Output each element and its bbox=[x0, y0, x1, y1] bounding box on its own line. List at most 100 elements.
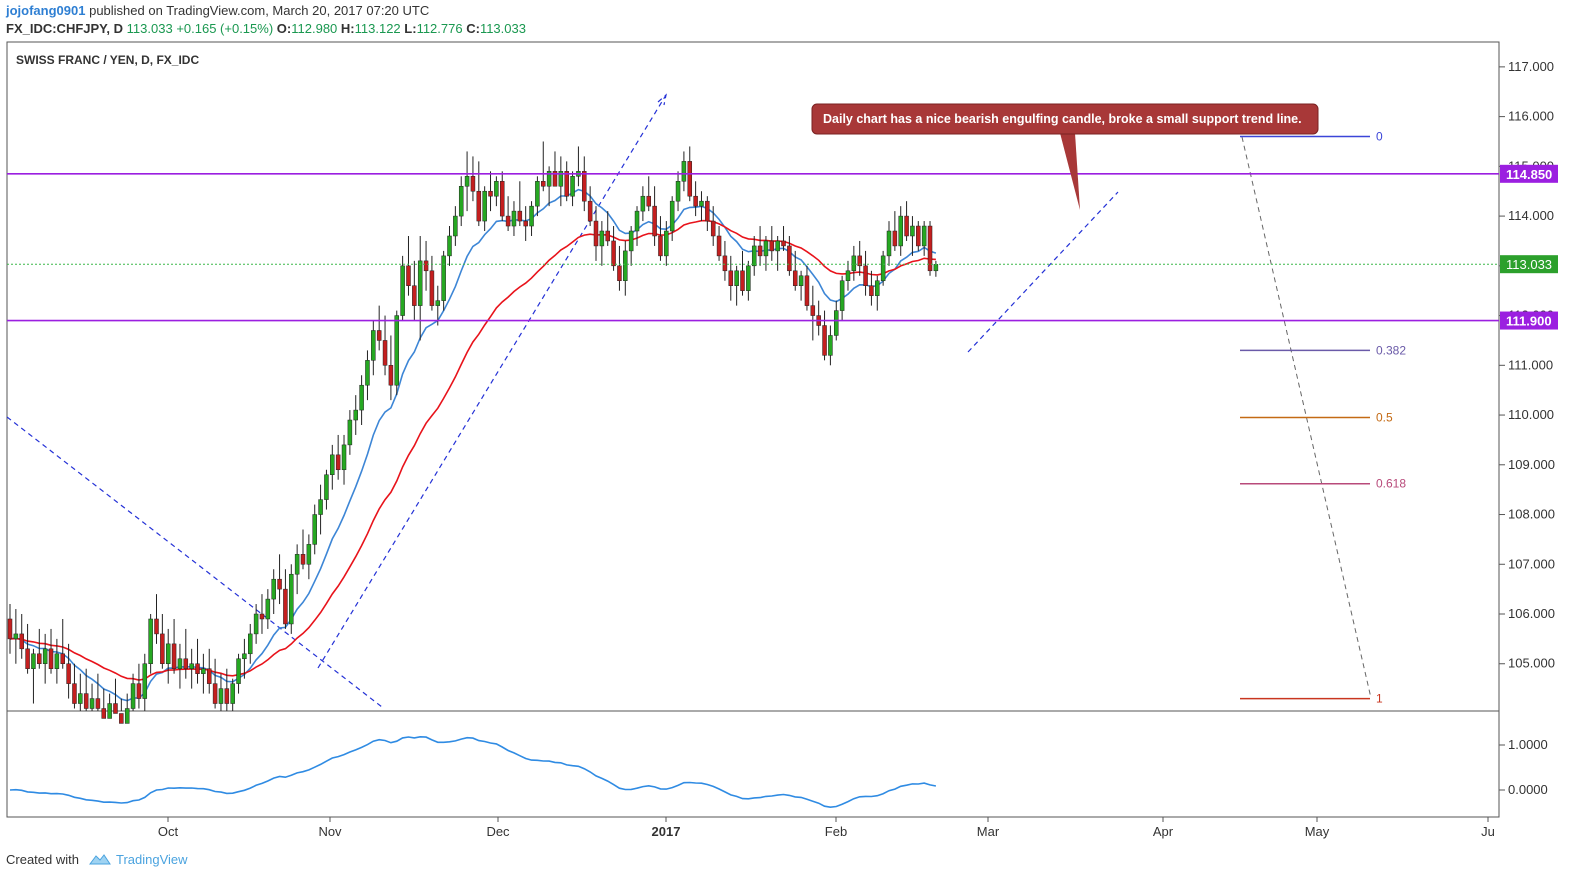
candle-body-69 bbox=[412, 285, 417, 306]
support-label: 111.900 bbox=[1506, 314, 1552, 329]
candle-body-30 bbox=[183, 658, 189, 669]
resistance-tag bbox=[1500, 164, 1558, 183]
candle-body-119 bbox=[705, 200, 710, 222]
last-price: 113.033 bbox=[126, 21, 173, 36]
x-axis: Oct Nov Dec 2017 Feb Mar Apr May Ju bbox=[158, 817, 1495, 839]
x-tick-label-3: 2017 bbox=[652, 824, 681, 839]
last-price-label: 113.033 bbox=[1506, 257, 1552, 272]
y-tick-label-0: 117.000 bbox=[1508, 59, 1554, 74]
y-tick-label-1: 116.000 bbox=[1508, 109, 1554, 124]
annotation-callout: Daily chart has a nice bearish engulfing… bbox=[811, 103, 1319, 210]
candle-body-115 bbox=[681, 161, 687, 182]
candle-body-106 bbox=[628, 230, 634, 252]
candle-body-124 bbox=[734, 270, 739, 286]
candle-body-34 bbox=[206, 668, 212, 684]
candle-body-3 bbox=[25, 648, 30, 669]
candle-body-75 bbox=[447, 235, 452, 257]
candle-body-14 bbox=[89, 698, 95, 709]
candle-body-144 bbox=[851, 255, 857, 272]
candle-body-116 bbox=[687, 161, 693, 197]
ema-slow-line bbox=[9, 219, 936, 681]
candle-body-22 bbox=[136, 683, 142, 699]
candle-body-60 bbox=[359, 384, 364, 411]
candle-body-108 bbox=[640, 195, 646, 212]
x-tick-label-5: Mar bbox=[977, 824, 1000, 839]
candle-body-136 bbox=[804, 275, 810, 306]
fib-label-2: 0.5 bbox=[1376, 411, 1393, 425]
candle-body-146 bbox=[863, 265, 868, 286]
candle-body-140 bbox=[828, 335, 833, 356]
candle-body-114 bbox=[675, 181, 681, 202]
symbol-label: FX_IDC:CHFJPY, D bbox=[6, 21, 124, 36]
candle-body-98 bbox=[582, 171, 587, 202]
candle-body-32 bbox=[195, 663, 200, 674]
candle-body-23 bbox=[142, 663, 148, 699]
candle-body-1 bbox=[13, 633, 19, 640]
candle-body-95 bbox=[564, 171, 569, 197]
candle-body-46 bbox=[277, 578, 282, 590]
oscillator-line bbox=[9, 735, 937, 809]
candle-body-58 bbox=[347, 419, 353, 446]
fib-label-1: 0.382 bbox=[1376, 343, 1406, 357]
candle-body-6 bbox=[42, 648, 48, 664]
candle-body-45 bbox=[271, 578, 276, 600]
candle-body-59 bbox=[353, 409, 358, 421]
candle-body-154 bbox=[910, 225, 915, 237]
candle-body-156 bbox=[921, 225, 927, 247]
candle-body-110 bbox=[652, 205, 657, 237]
candle-body-71 bbox=[423, 260, 429, 272]
candle-body-65 bbox=[388, 365, 394, 386]
candle-body-76 bbox=[453, 215, 458, 237]
x-tick-label-0: Oct bbox=[158, 824, 179, 839]
candle-body-105 bbox=[623, 250, 628, 282]
tradingview-link[interactable]: TradingView bbox=[116, 852, 188, 867]
candle-body-61 bbox=[365, 360, 370, 386]
candle-body-137 bbox=[810, 305, 816, 316]
candle-body-153 bbox=[904, 215, 909, 237]
candle-body-117 bbox=[693, 195, 698, 207]
fib-label-0: 0 bbox=[1376, 130, 1383, 144]
candle-body-18 bbox=[113, 703, 118, 714]
candle-body-139 bbox=[822, 325, 827, 356]
candle-body-15 bbox=[95, 698, 101, 709]
y-tick-label-10: 107.000 bbox=[1508, 556, 1555, 571]
candle-body-24 bbox=[148, 618, 153, 664]
candle-body-36 bbox=[218, 688, 224, 704]
y-tick-label-6: 111.000 bbox=[1508, 357, 1553, 372]
y-tick-label-8: 109.000 bbox=[1508, 457, 1555, 472]
candle-body-83 bbox=[494, 181, 499, 197]
candle-body-158 bbox=[933, 264, 939, 272]
candle-body-79 bbox=[470, 176, 476, 192]
candle-body-31 bbox=[189, 663, 194, 669]
candle-body-150 bbox=[886, 230, 892, 257]
x-tick-label-2: Dec bbox=[486, 824, 510, 839]
candle-body-93 bbox=[552, 171, 558, 187]
candle-body-90 bbox=[535, 181, 540, 207]
candle-body-29 bbox=[177, 658, 183, 669]
candle-body-129 bbox=[763, 240, 769, 257]
high-label: H: bbox=[340, 21, 355, 36]
candle-body-43 bbox=[259, 613, 265, 620]
callout-text: Daily chart has a nice bearish engulfing… bbox=[823, 112, 1302, 126]
trend-line-ascending-main bbox=[317, 94, 667, 669]
candle-body-52 bbox=[312, 514, 317, 545]
candle-body-49 bbox=[294, 554, 300, 575]
candle-body-41 bbox=[248, 633, 253, 655]
callout-box bbox=[811, 103, 1319, 135]
candle-body-152 bbox=[898, 215, 903, 247]
candle-body-11 bbox=[72, 683, 77, 704]
price-change: +0.165 (+0.15%) bbox=[176, 21, 274, 36]
x-tick-label-7: May bbox=[1305, 824, 1330, 839]
candle-body-27 bbox=[165, 643, 171, 664]
close-label: C: bbox=[466, 21, 480, 36]
candle-body-73 bbox=[435, 300, 441, 306]
candle-body-103 bbox=[611, 240, 616, 267]
trend-line-descending bbox=[6, 416, 383, 708]
candle-body-17 bbox=[107, 703, 112, 719]
candle-body-66 bbox=[394, 315, 400, 386]
candle-body-47 bbox=[283, 588, 288, 625]
tradingview-logo-icon bbox=[88, 853, 111, 865]
author-link[interactable]: jojofang0901 bbox=[6, 3, 86, 18]
chart-title: SWISS FRANC / YEN, D, FX_IDC bbox=[16, 53, 199, 67]
